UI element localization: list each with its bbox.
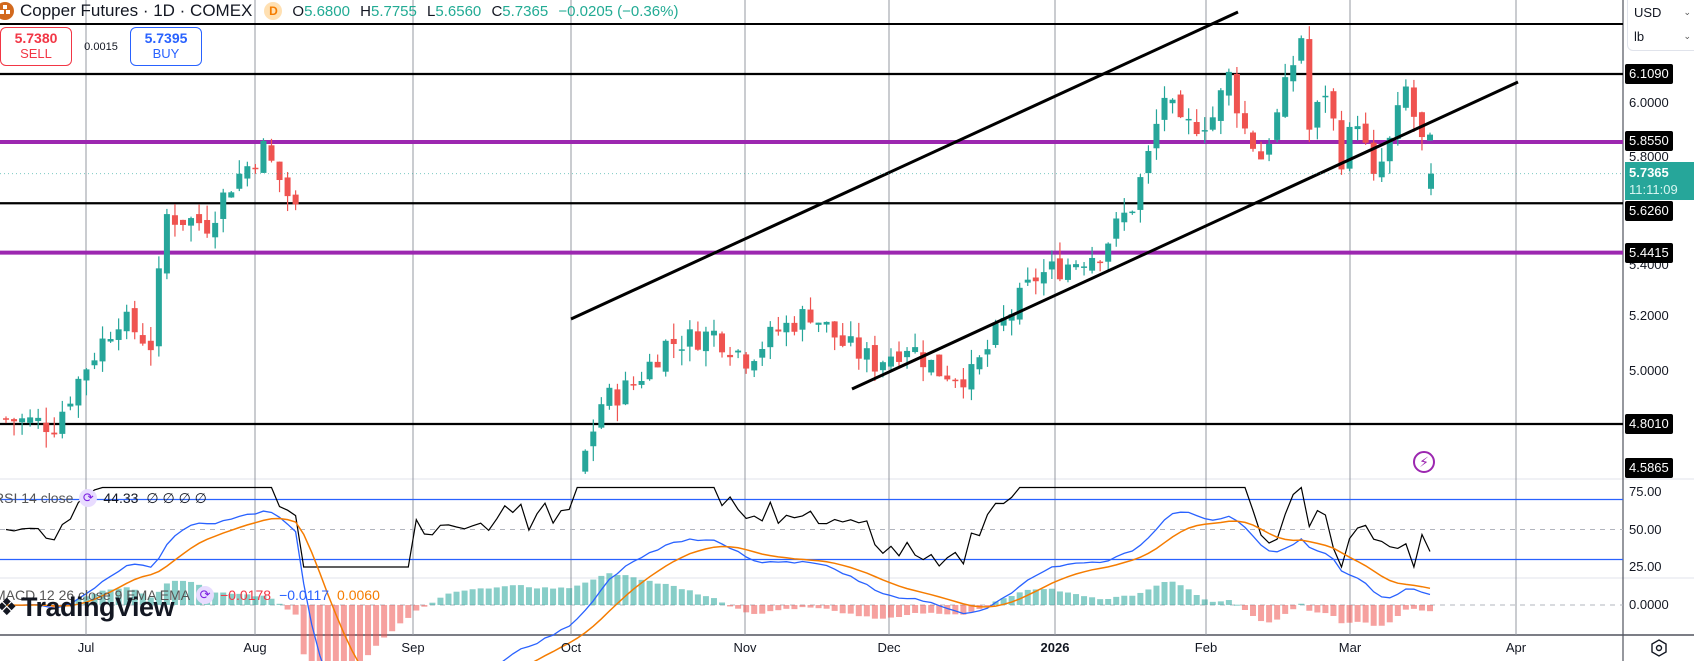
bar-countdown: 11:11:09 <box>1629 182 1678 197</box>
chevron-down-icon: ⌄ <box>1683 6 1691 17</box>
price-tick-label: 6.0000 <box>1629 95 1669 110</box>
tradingview-logo[interactable]: ❖ TradingView <box>0 592 175 623</box>
time-tick-label: Mar <box>1338 640 1362 655</box>
change-value: −0.0205 (−0.36%) <box>558 2 679 20</box>
level-price-label: 5.4415 <box>1625 243 1673 263</box>
currency-value: USD <box>1634 4 1662 20</box>
macd-legend[interactable]: MACD 12 26 close 9 EMA EMA ⟳ −0.0178 −0.… <box>0 586 380 604</box>
level-price-label: 5.6260 <box>1625 201 1673 221</box>
buy-button[interactable]: 5.7395 BUY <box>130 27 202 66</box>
level-price-label: 6.1090 <box>1625 64 1673 84</box>
level-price-label: 5.8550 <box>1625 131 1673 151</box>
macd-line-value: −0.0117 <box>279 587 330 603</box>
price-tick-label: 5.2000 <box>1629 308 1669 323</box>
price-tick-label: 75.00 <box>1629 484 1662 499</box>
settings-hexagon-icon[interactable] <box>1650 639 1668 657</box>
spread-value: 0.0015 <box>84 40 118 53</box>
sell-label: SELL <box>20 46 52 61</box>
sync-icon[interactable]: ⟳ <box>196 586 215 604</box>
rsi-title: RSI 14 close <box>0 490 74 506</box>
sell-button[interactable]: 5.7380 SELL <box>0 27 72 66</box>
current-price-label: 5.7365 11:11:09 <box>1625 162 1694 200</box>
copper-symbol-logo-icon <box>0 2 14 20</box>
exchange-delay-badge: D <box>264 2 283 20</box>
price-tick-label: 25.00 <box>1629 559 1662 574</box>
high-label: H <box>360 2 371 20</box>
buy-label: BUY <box>152 46 180 61</box>
unit-dropdown[interactable]: lb ⌄ <box>1628 24 1694 48</box>
level-price-label: 4.5865 <box>1625 458 1673 478</box>
rsi-value: 44.33 <box>103 490 139 506</box>
time-tick-label: Dec <box>877 640 901 655</box>
close-label: C <box>491 2 503 20</box>
ohlc-values: O5.6800 H5.7755 L5.6560 C5.7365 −0.0205 … <box>292 3 678 20</box>
sync-icon[interactable]: ⟳ <box>79 489 98 507</box>
time-tick-label: Apr <box>1505 640 1527 655</box>
price-tick-label: 0.0000 <box>1629 597 1669 612</box>
currency-dropdown[interactable]: USD ⌄ <box>1628 0 1694 24</box>
buy-price: 5.7395 <box>144 30 188 46</box>
macd-histogram-value: −0.0178 <box>220 587 272 603</box>
lightning-icon[interactable]: ⚡ <box>1413 451 1435 473</box>
low-label: L <box>427 2 436 20</box>
open-label: O <box>292 2 305 20</box>
open-value: 5.6800 <box>304 2 350 20</box>
current-price-value: 5.7365 <box>1629 165 1669 180</box>
price-tick-label: 50.00 <box>1629 522 1662 537</box>
level-price-label: 4.8010 <box>1625 414 1673 434</box>
time-tick-label: 2026 <box>1040 640 1070 655</box>
close-value: 5.7365 <box>502 2 549 20</box>
chevron-down-icon: ⌄ <box>1683 30 1691 41</box>
time-tick-label: Feb <box>1194 640 1218 655</box>
currency-unit-selector: USD ⌄ lb ⌄ <box>1627 0 1694 51</box>
tradingview-logo-text: TradingView <box>21 592 175 622</box>
macd-title: MACD 12 26 close 9 EMA EMA <box>0 587 191 603</box>
macd-signal-value: 0.0060 <box>337 587 380 603</box>
rsi-extra-values: ∅ ∅ ∅ ∅ <box>146 489 207 506</box>
time-tick-label: Aug <box>243 640 267 655</box>
rsi-legend[interactable]: RSI 14 close ⟳ 44.33 ∅ ∅ ∅ ∅ <box>0 489 207 507</box>
unit-value: lb <box>1634 28 1645 44</box>
price-tick-label: 5.0000 <box>1629 363 1669 378</box>
sell-price: 5.7380 <box>14 30 58 46</box>
symbol-title[interactable]: Copper Futures · 1D · COMEX <box>20 1 253 20</box>
low-value: 5.6560 <box>435 2 482 20</box>
price-tick-label: 5.8000 <box>1629 149 1669 164</box>
trade-panel: 5.7380 SELL 0.0015 5.7395 BUY <box>0 27 202 66</box>
time-tick-label: Jul <box>77 640 95 655</box>
symbol-header: Copper Futures · 1D · COMEX D O5.6800 H5… <box>0 0 678 22</box>
time-tick-label: Nov <box>733 640 757 655</box>
tradingview-mark-icon: ❖ <box>0 594 18 621</box>
high-value: 5.7755 <box>370 2 417 20</box>
time-tick-label: Oct <box>560 640 582 655</box>
time-tick-label: Sep <box>401 640 425 655</box>
